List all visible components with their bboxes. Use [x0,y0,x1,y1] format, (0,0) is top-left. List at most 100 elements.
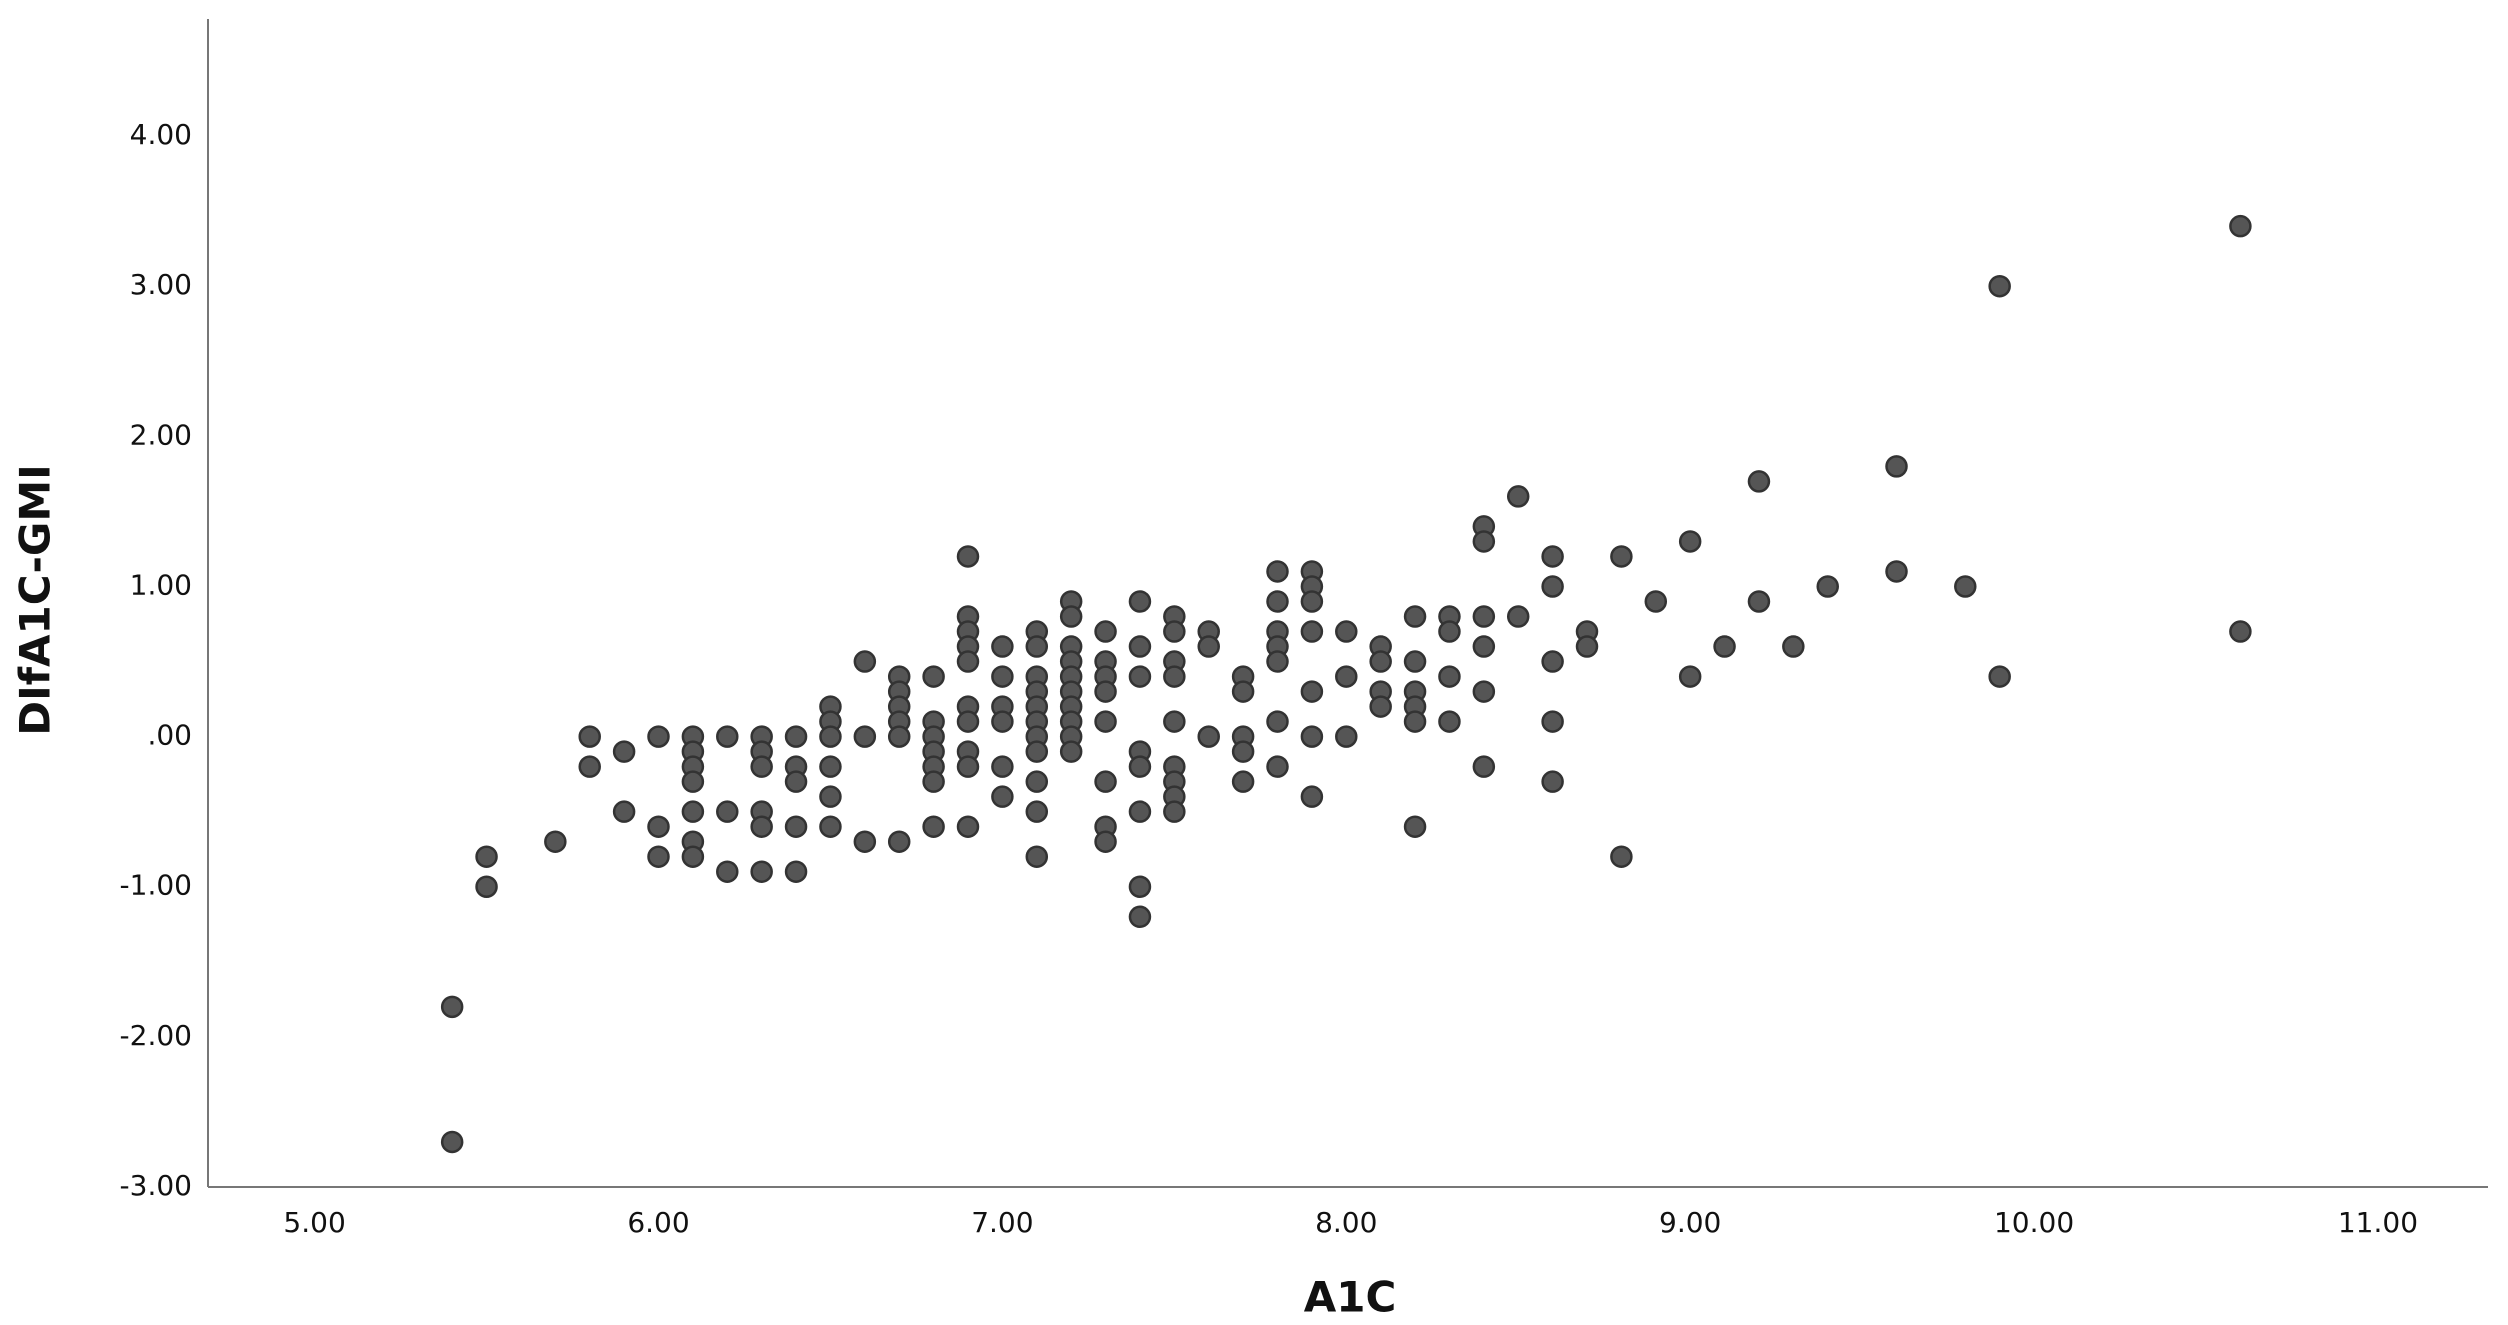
x-tick-label: 9.00 [1659,1206,1721,1239]
point [1163,800,1186,823]
point [647,845,670,868]
point [1678,665,1702,688]
point [1094,680,1117,703]
point [578,755,601,778]
point [1300,785,1324,808]
point [681,770,705,793]
point [991,755,1014,778]
point [1231,740,1255,763]
point [853,725,877,748]
point [784,815,808,838]
point [853,650,877,673]
y-tick-label: 2.00 [130,418,192,451]
point [956,710,980,733]
x-tick-label: 11.00 [2338,1206,2418,1239]
point [1300,620,1324,643]
point [1575,635,1599,658]
point [647,725,670,748]
point [1094,710,1117,733]
point [1506,605,1530,628]
point [1163,710,1186,733]
point [750,755,773,778]
point [1403,605,1427,628]
point [1335,620,1358,643]
point [1231,770,1255,793]
point [1094,770,1117,793]
point [1438,710,1461,733]
point [1128,635,1152,658]
point [1266,590,1289,613]
point [475,845,498,868]
point [1163,665,1186,688]
point [1335,665,1358,688]
point [1541,545,1564,568]
point [1506,485,1530,508]
x-tick-label: 7.00 [971,1206,1033,1239]
point [1163,620,1186,643]
y-tick-label: -2.00 [120,1019,192,1052]
point [2229,214,2252,238]
point [1403,815,1427,838]
point [716,725,739,748]
point [1438,620,1461,643]
point [750,815,773,838]
point [1403,710,1427,733]
point [750,860,773,883]
point [819,785,842,808]
point [1747,590,1771,613]
point [578,725,601,748]
point [922,665,945,688]
point [887,830,911,853]
point [991,635,1014,658]
point [1369,650,1392,673]
point [819,815,842,838]
x-tick-label: 10.00 [1994,1206,2074,1239]
point [1025,635,1049,658]
point [1266,560,1289,583]
point [647,815,670,838]
point [440,1130,464,1154]
point [716,860,739,883]
point [1644,590,1668,613]
point [1266,710,1289,733]
point [2229,620,2252,643]
point [1266,650,1289,673]
point [956,545,980,568]
point [1954,575,1977,598]
point [784,725,808,748]
point [1816,575,1839,598]
point [1472,605,1496,628]
point [440,995,464,1019]
point [1231,680,1255,703]
point [1541,770,1564,793]
point [1300,725,1324,748]
point [819,725,842,748]
point [1025,800,1049,823]
point [991,665,1014,688]
point [1025,845,1049,868]
y-tick-label: -1.00 [120,869,192,902]
y-tick-label: -3.00 [120,1169,192,1202]
y-axis-title: DIfA1C-GMI [11,464,60,736]
point [1335,725,1358,748]
point [1059,740,1083,763]
x-tick-label: 5.00 [283,1206,345,1239]
point [1988,665,2011,688]
point [784,860,808,883]
y-tick-label: 4.00 [130,118,192,151]
point [612,800,636,823]
y-tick-label: 1.00 [130,568,192,601]
point [853,830,877,853]
point [1128,665,1152,688]
point [1472,755,1496,778]
point [1197,725,1220,748]
x-tick-label: 8.00 [1315,1206,1377,1239]
point [1541,650,1564,673]
y-tick-label: 3.00 [130,268,192,301]
point [1128,800,1152,823]
point [1128,905,1152,929]
point [1472,680,1496,703]
point [887,725,911,748]
point [1885,455,1908,478]
